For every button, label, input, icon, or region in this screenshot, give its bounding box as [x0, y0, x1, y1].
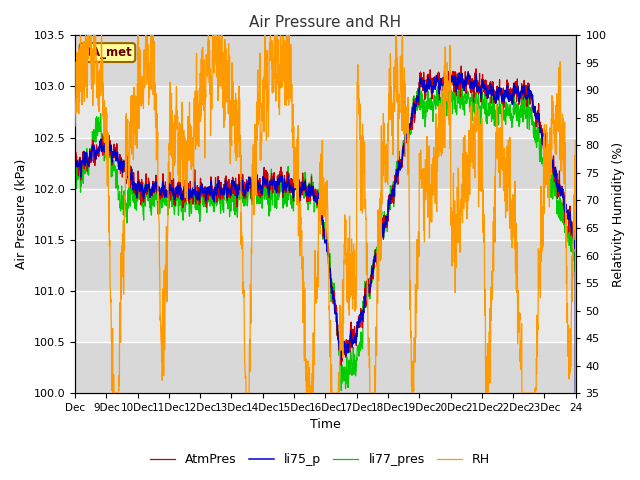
Bar	[75, 240, 576, 291]
Y-axis label: Relativity Humidity (%): Relativity Humidity (%)	[612, 142, 625, 287]
Bar	[75, 86, 576, 138]
X-axis label: Time: Time	[310, 419, 340, 432]
Y-axis label: Air Pressure (kPa): Air Pressure (kPa)	[15, 159, 28, 269]
Bar	[75, 291, 576, 342]
Bar	[75, 342, 576, 393]
Legend: AtmPres, li75_p, li77_pres, RH: AtmPres, li75_p, li77_pres, RH	[145, 448, 495, 471]
Title: Air Pressure and RH: Air Pressure and RH	[250, 15, 401, 30]
Text: BA_met: BA_met	[83, 46, 132, 59]
Bar	[75, 36, 576, 86]
Bar	[75, 138, 576, 189]
Bar	[75, 189, 576, 240]
